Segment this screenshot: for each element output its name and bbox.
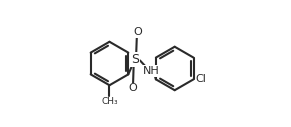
Text: S: S [131,53,139,66]
Text: O: O [133,27,142,37]
Text: O: O [128,83,137,93]
Text: NH: NH [143,66,159,76]
Text: CH₃: CH₃ [101,97,118,106]
Text: Cl: Cl [195,74,206,84]
